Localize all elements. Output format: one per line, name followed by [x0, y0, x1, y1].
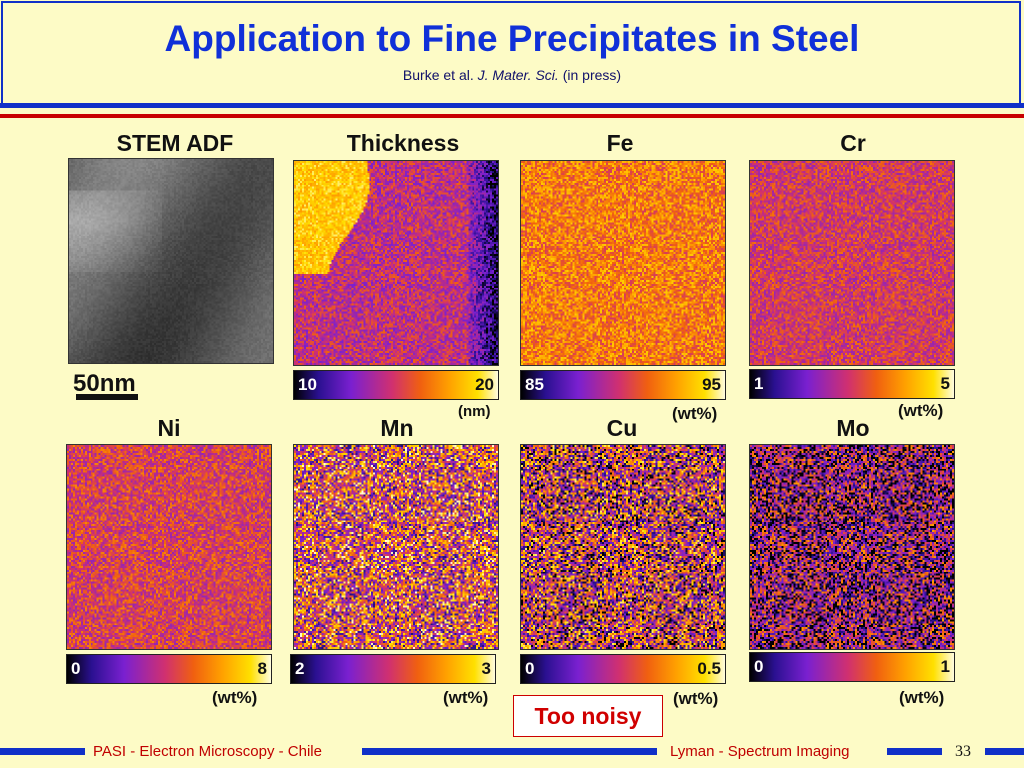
- scale-bar-label: 50nm: [73, 370, 136, 397]
- ni-max: 8: [257, 659, 267, 678]
- header-rule-red: [0, 114, 1024, 118]
- scale-bar: [76, 394, 138, 400]
- panel-label-fe: Fe: [606, 130, 634, 156]
- mo-map: [749, 444, 955, 650]
- ni-unit: (wt%): [212, 688, 258, 707]
- cr-max: 5: [940, 374, 950, 393]
- stem-adf-image: [68, 158, 274, 364]
- thickness-min: 10: [298, 375, 317, 394]
- panel-label-ni: Ni: [157, 415, 181, 441]
- cu-unit: (wt%): [673, 689, 719, 708]
- panel-label-mo: Mo: [836, 415, 870, 441]
- cu-map: [520, 444, 726, 650]
- mo-unit: (wt%): [899, 688, 945, 707]
- footer-bar-right: [887, 748, 942, 755]
- mn-max: 3: [481, 659, 491, 678]
- footer-left-text: PASI - Electron Microscopy - Chile: [93, 743, 322, 760]
- mo-min: 0: [754, 657, 764, 676]
- citation: Burke et al. J. Mater. Sci. (in press): [0, 67, 1024, 83]
- thickness-max: 20: [475, 375, 494, 394]
- thickness-colorbar: 10 20: [293, 370, 499, 400]
- citation-journal: J. Mater. Sci.: [477, 67, 559, 83]
- ni-map: [66, 444, 272, 650]
- panel-label-stem-adf: STEM ADF: [116, 130, 234, 156]
- mo-max: 1: [940, 657, 950, 676]
- cr-unit: (wt%): [898, 401, 944, 420]
- fe-max: 95: [702, 375, 721, 394]
- panel-label-thickness: Thickness: [346, 130, 460, 156]
- cu-max: 0.5: [697, 659, 721, 678]
- citation-authors: Burke et al.: [402, 67, 474, 83]
- cr-map: [749, 160, 955, 366]
- footer-bar-left: [0, 748, 85, 755]
- too-noisy-callout: Too noisy: [513, 695, 663, 737]
- footer-bar-middle: [362, 748, 657, 755]
- fe-unit: (wt%): [672, 404, 718, 423]
- panel-label-cr: Cr: [840, 130, 866, 156]
- citation-status: (in press): [562, 67, 622, 83]
- fe-colorbar: 85 95: [520, 370, 726, 400]
- panel-label-mn: Mn: [380, 415, 414, 441]
- thickness-map: [293, 160, 499, 366]
- cu-min: 0: [525, 659, 535, 678]
- footer-right-text: Lyman - Spectrum Imaging: [670, 743, 850, 760]
- fe-min: 85: [525, 375, 544, 394]
- cr-min: 1: [754, 374, 764, 393]
- thickness-unit: (nm): [458, 403, 491, 420]
- cu-colorbar: 0 0.5: [520, 654, 726, 684]
- mn-unit: (wt%): [443, 688, 489, 707]
- page-number: 33: [955, 743, 971, 760]
- mn-map: [293, 444, 499, 650]
- header-rule-blue: [0, 103, 1024, 108]
- ni-min: 0: [71, 659, 81, 678]
- header-rule-gap: [0, 108, 1024, 114]
- header-frame: [1, 1, 1021, 103]
- footer-bar-end: [985, 748, 1024, 755]
- fe-map: [520, 160, 726, 366]
- panel-label-cu: Cu: [606, 415, 638, 441]
- slide-title: Application to Fine Precipitates in Stee…: [164, 18, 860, 59]
- mn-min: 2: [295, 659, 305, 678]
